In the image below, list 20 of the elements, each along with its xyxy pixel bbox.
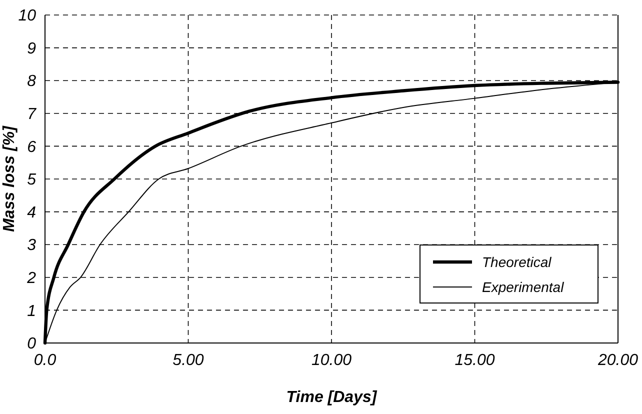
y-tick-label: 2 [26, 270, 36, 287]
legend-label: Experimental [482, 278, 565, 295]
y-tick-label: 4 [27, 204, 36, 222]
legend-label: Theoretical [482, 254, 552, 270]
y-tick-label: 6 [27, 138, 36, 156]
x-tick-label: 0.0 [34, 352, 56, 369]
y-axis-title: Mass loss [%] [1, 125, 18, 232]
x-tick-label: 15.00 [454, 352, 495, 369]
y-tick-label: 7 [27, 106, 38, 123]
y-tick-label: 9 [27, 40, 36, 58]
y-tick-label: 10 [18, 8, 36, 25]
x-tick-label: 5.00 [172, 352, 204, 369]
y-tick-label: 3 [27, 237, 36, 254]
y-tick-label: 5 [27, 172, 36, 189]
x-axis-title: Time [Days] [286, 389, 378, 406]
y-tick-label: 0 [27, 336, 36, 353]
x-tick-label: 20.00 [596, 352, 638, 369]
x-tick-label: 10.00 [311, 352, 352, 369]
y-tick-label: 8 [27, 73, 36, 90]
y-tick-label: 1 [27, 302, 36, 320]
